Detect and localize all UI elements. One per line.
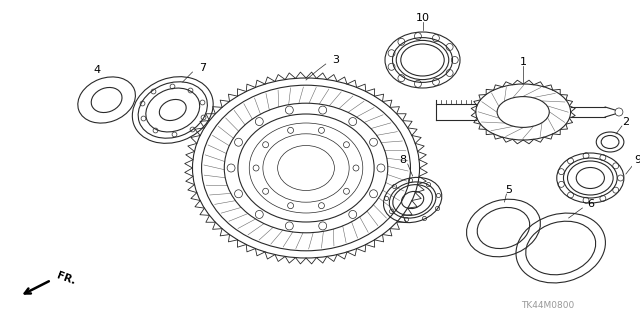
Text: 1: 1: [520, 57, 527, 67]
Text: FR.: FR.: [55, 270, 77, 286]
Text: 2: 2: [622, 117, 629, 127]
Text: 10: 10: [415, 13, 429, 23]
Text: 3: 3: [332, 55, 339, 65]
Text: 9: 9: [634, 155, 640, 165]
Text: 7: 7: [199, 63, 206, 73]
Text: TK44M0800: TK44M0800: [521, 300, 575, 309]
Text: 8: 8: [399, 155, 406, 165]
Text: 6: 6: [587, 199, 594, 209]
Text: 5: 5: [505, 185, 512, 195]
Text: 4: 4: [93, 65, 100, 75]
